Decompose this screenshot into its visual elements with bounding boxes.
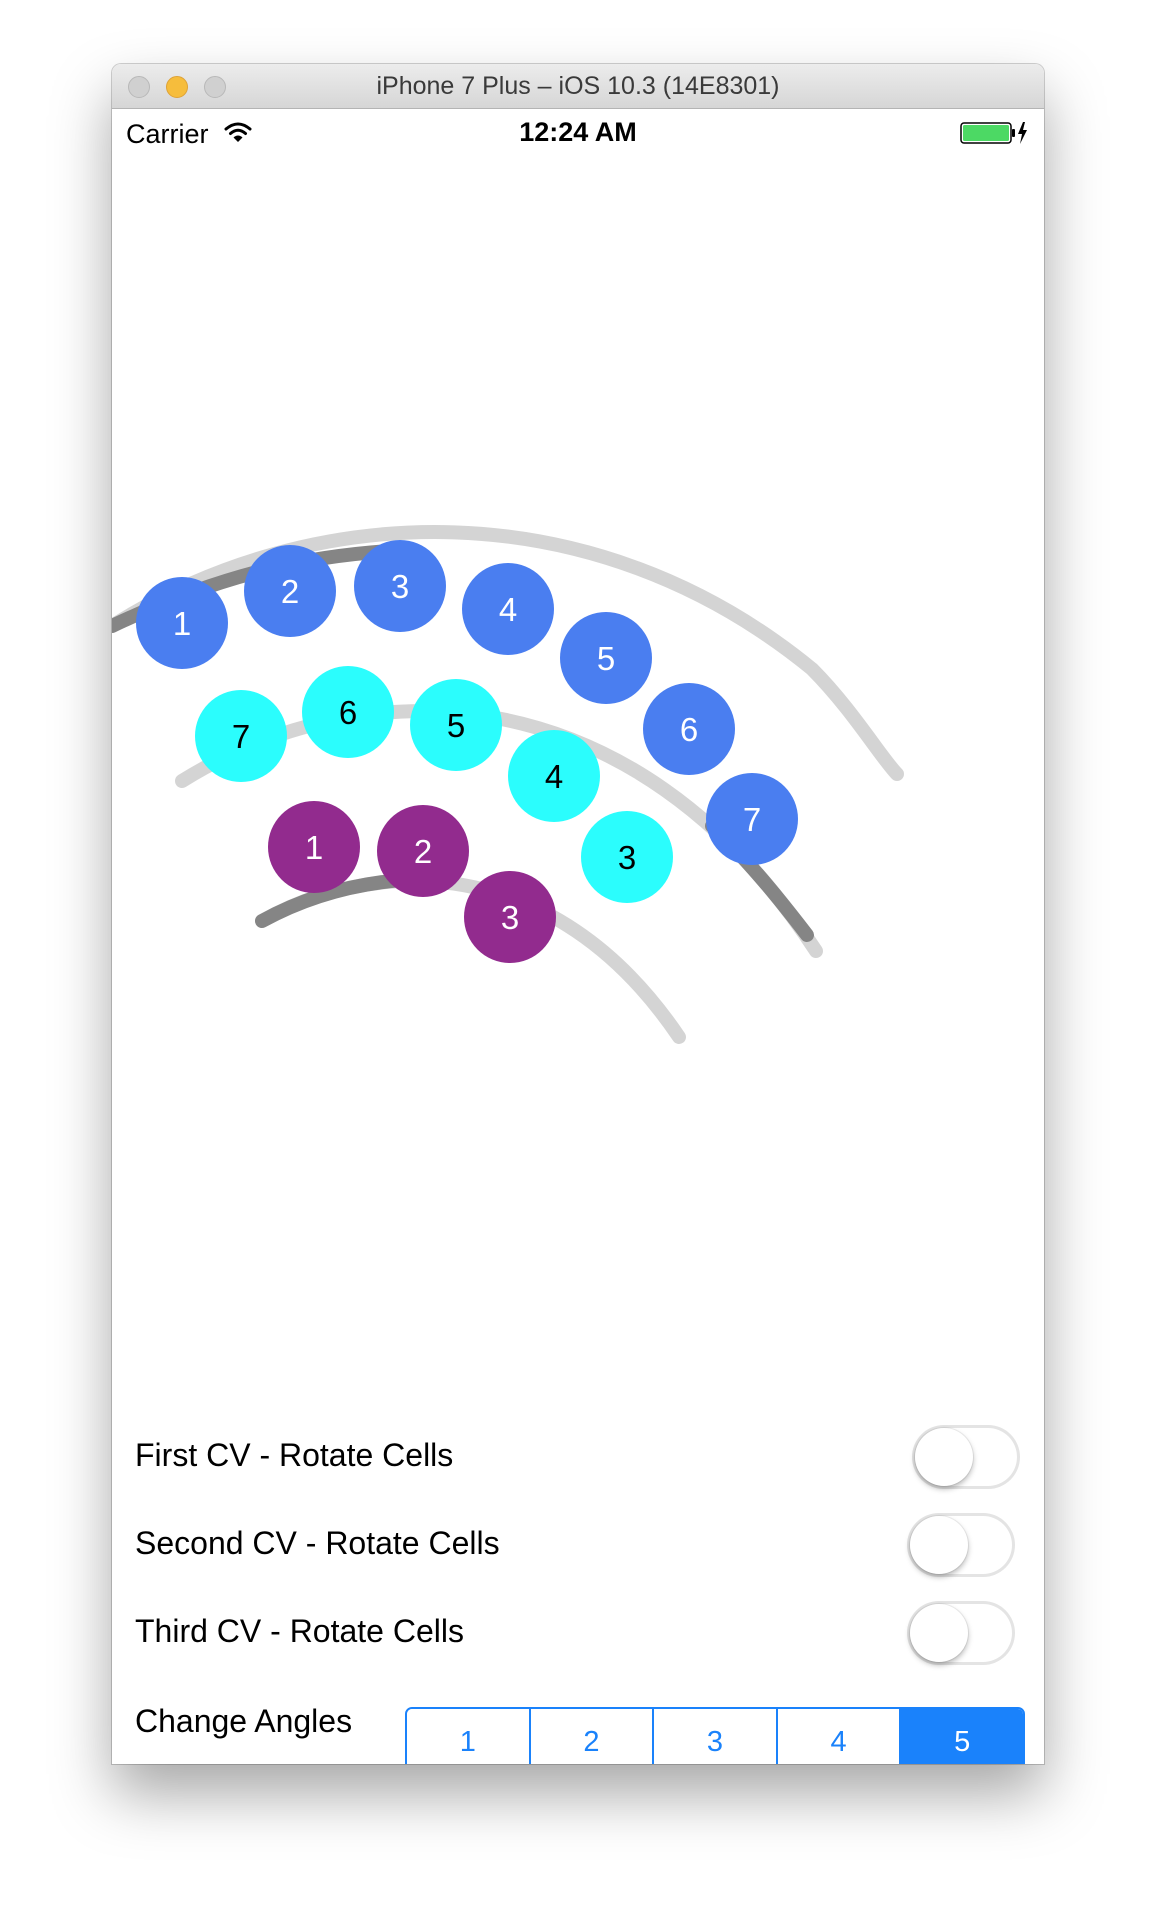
first-cv-cell-circle: [643, 683, 735, 775]
first-cv-cell-circle: [706, 773, 798, 865]
first-cv-cell-label: 5: [597, 640, 615, 677]
first-cv-cell[interactable]: 6: [643, 683, 735, 775]
third-cv-cell-circle: [464, 871, 556, 963]
second-cv-cell-label: 4: [545, 758, 563, 795]
first-cv-cell-label: 6: [680, 711, 698, 748]
minimize-window-button[interactable]: [166, 76, 188, 98]
second-cv-cell[interactable]: 5: [410, 679, 502, 771]
first-cv-cell-label: 3: [391, 568, 409, 605]
first-cv-cell[interactable]: 7: [706, 773, 798, 865]
second-cv-cell[interactable]: 6: [302, 666, 394, 758]
first-cv-cell-circle: [244, 545, 336, 637]
second-cv-cell-circle: [508, 730, 600, 822]
first-cv-rotate-toggle[interactable]: [912, 1425, 1020, 1489]
third-cv-cell-label: 2: [414, 833, 432, 870]
first-cv-cells: 1 2 3 4 5 6 7: [136, 540, 798, 865]
third-cv-rotate-row: Third CV - Rotate Cells: [112, 1593, 1044, 1673]
first-cv-cell[interactable]: 2: [244, 545, 336, 637]
second-cv-cell-label: 5: [447, 707, 465, 744]
third-cv-cell-label: 3: [501, 899, 519, 936]
second-cv-cell[interactable]: 3: [581, 811, 673, 903]
first-cv-cell-circle: [354, 540, 446, 632]
window-title: iPhone 7 Plus – iOS 10.3 (14E8301): [376, 72, 780, 100]
first-cv-cell-circle: [136, 577, 228, 669]
first-cv-cell-label: 1: [173, 605, 191, 642]
change-angles-row: Change Angles: [112, 1681, 1044, 1761]
first-cv-cell[interactable]: 1: [136, 577, 228, 669]
simulator-window: iPhone 7 Plus – iOS 10.3 (14E8301) Carri…: [112, 64, 1044, 1764]
toggle-knob: [910, 1604, 968, 1662]
status-time: 12:24 AM: [519, 117, 637, 147]
second-cv-rotate-row: Second CV - Rotate Cells: [112, 1505, 1044, 1585]
angle-segment-4[interactable]: 4: [777, 1709, 902, 1764]
second-cv-rotate-label: Second CV - Rotate Cells: [135, 1525, 500, 1561]
second-cv-cell[interactable]: 7: [195, 690, 287, 782]
angle-segment-3[interactable]: 3: [654, 1709, 778, 1764]
carrier-label: Carrier: [126, 119, 209, 149]
third-cv-cell[interactable]: 3: [464, 871, 556, 963]
third-cv-cell-circle: [377, 805, 469, 897]
window-titlebar[interactable]: iPhone 7 Plus – iOS 10.3 (14E8301): [112, 64, 1044, 109]
first-cv-cell[interactable]: 5: [560, 612, 652, 704]
wifi-icon: [224, 122, 252, 142]
second-cv-cell-circle: [410, 679, 502, 771]
first-cv-rotate-label: First CV - Rotate Cells: [135, 1437, 454, 1473]
second-cv-cell-circle: [302, 666, 394, 758]
second-cv-cell-label: 7: [232, 718, 250, 755]
iphone-screen: Carrier 12:24 AM: [112, 109, 1044, 1764]
first-cv-rotate-row: First CV - Rotate Cells: [112, 1417, 1044, 1497]
third-cv-cell[interactable]: 1: [268, 801, 360, 893]
change-angles-segmented-control[interactable]: 1 2 3 4 5: [405, 1707, 1025, 1764]
zoom-window-button[interactable]: [204, 76, 226, 98]
second-cv-cells: 7 6 5 4 3: [195, 666, 673, 903]
third-cv-rotate-label: Third CV - Rotate Cells: [135, 1613, 464, 1649]
circular-collection-views[interactable]: 1 2 3 4 5 6 7 7 6 5 4 3 1 2 3: [112, 109, 1044, 1109]
change-angles-label: Change Angles: [135, 1703, 353, 1739]
second-cv-cell[interactable]: 4: [508, 730, 600, 822]
toggle-knob: [910, 1516, 968, 1574]
angle-segment-2[interactable]: 2: [530, 1709, 655, 1764]
first-cv-cell[interactable]: 3: [354, 540, 446, 632]
first-cv-cell-label: 2: [281, 573, 299, 610]
first-cv-cell-circle: [462, 563, 554, 655]
first-cv-cell-label: 7: [743, 801, 761, 838]
second-cv-cell-label: 6: [339, 694, 357, 731]
third-cv-cells: 1 2 3: [268, 801, 556, 963]
second-cv-cell-circle: [581, 811, 673, 903]
first-cv-cell[interactable]: 4: [462, 563, 554, 655]
first-cv-cell-circle: [560, 612, 652, 704]
angle-segment-1[interactable]: 1: [407, 1709, 531, 1764]
third-cv-cell-label: 1: [305, 829, 323, 866]
third-cv-cell[interactable]: 2: [377, 805, 469, 897]
second-cv-cell-label: 3: [618, 839, 636, 876]
third-cv-rotate-toggle[interactable]: [907, 1601, 1015, 1665]
second-cv-cell-circle: [195, 690, 287, 782]
toggle-knob: [915, 1428, 973, 1486]
first-cv-cell-label: 4: [499, 591, 517, 628]
angle-segment-5[interactable]: 5: [901, 1709, 1023, 1764]
third-cv-cell-circle: [268, 801, 360, 893]
second-cv-rotate-toggle[interactable]: [907, 1513, 1015, 1577]
close-window-button[interactable]: [128, 76, 150, 98]
battery-charging-icon: [960, 122, 1027, 144]
